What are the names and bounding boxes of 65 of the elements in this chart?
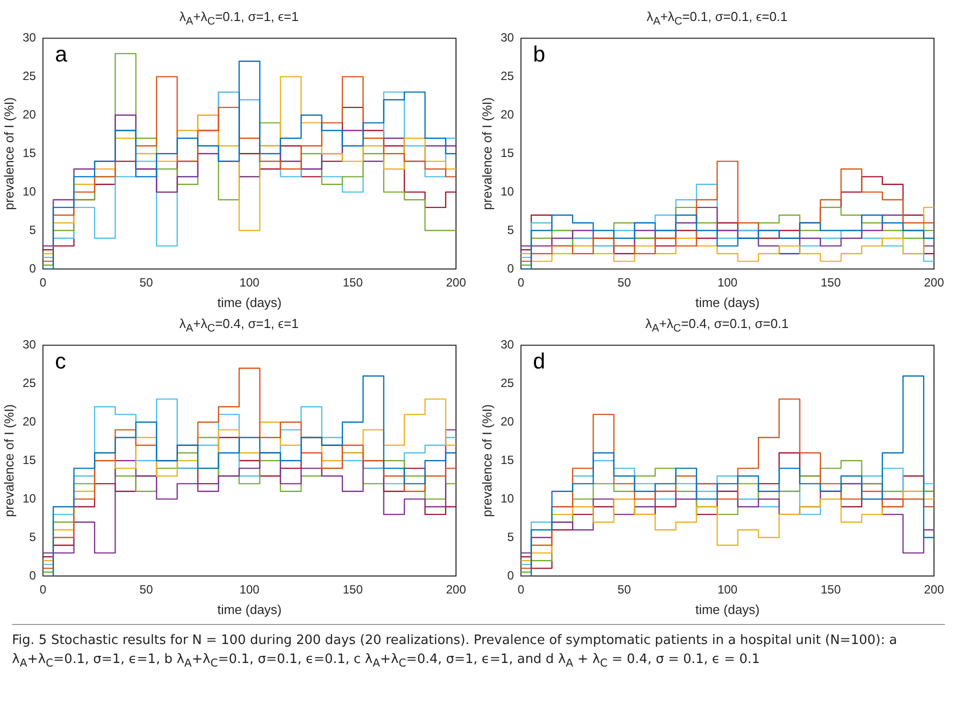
- y-axis-title: prevalence of I (%I): [479, 97, 494, 210]
- y-tick-label: 5: [29, 530, 36, 544]
- x-tick-label: 0: [40, 582, 47, 597]
- x-tick-label: 50: [140, 276, 154, 290]
- y-tick-label: 0: [29, 568, 36, 582]
- x-tick-label: 200: [446, 276, 466, 290]
- x-tick-label: 150: [342, 582, 364, 597]
- y-tick-label: 0: [507, 261, 514, 276]
- x-tick-label: 0: [518, 276, 525, 290]
- y-tick-label: 5: [29, 222, 36, 237]
- annotation: c: [54, 348, 66, 374]
- text: Fig. 5 Stochastic results for N = 100 during 200 days (20 realizations). Prevalence of symptomatic patients in a hospital unit (N=100): a λ$_{A}$+λ$_{C}$=0.1, σ=1, ϵ=1, b λ$_{A}$+λ$_{C}$=0.1, σ=0.1, ϵ=0.1, c λ$_{A}$+λ$_{C}$=0.4, σ=1, ϵ=1, and d λ$_{A}$ + λ$_{C}$ = 0.4, σ = 0.1, ϵ = 0.1: [12, 633, 898, 670]
- x-tick-label: 100: [239, 276, 260, 290]
- x-tick-label: 50: [618, 582, 632, 597]
- chart-title: λ$_{A}$+λ$_{C}$=0.1, σ=0.1, ϵ=0.1: [646, 8, 788, 28]
- y-tick-label: 15: [22, 146, 36, 160]
- y-axis-title: prevalence of I (%I): [479, 404, 494, 517]
- annotation: b: [532, 41, 546, 66]
- y-tick-label: 25: [500, 68, 514, 83]
- x-tick-label: 100: [239, 582, 260, 597]
- y-tick-label: 10: [500, 184, 514, 198]
- chart-title: λ$_{A}$+λ$_{C}$=0.4, σ=0.1, σ=0.1: [644, 315, 790, 335]
- annotation: d: [532, 348, 546, 374]
- x-axis-title: time (days): [695, 294, 760, 310]
- y-tick-label: 20: [22, 414, 36, 428]
- x-tick-label: 100: [717, 582, 738, 597]
- x-tick-label: 150: [820, 276, 842, 290]
- y-tick-label: 0: [29, 261, 36, 276]
- y-tick-label: 20: [500, 107, 514, 122]
- x-axis-title: time (days): [695, 602, 760, 617]
- y-tick-label: 25: [22, 376, 36, 390]
- annotation: a: [54, 41, 68, 66]
- x-tick-label: 150: [820, 582, 842, 597]
- x-tick-label: 0: [518, 582, 525, 597]
- y-tick-label: 25: [500, 376, 514, 390]
- y-tick-label: 15: [22, 452, 36, 467]
- y-tick-label: 30: [22, 30, 36, 45]
- y-tick-label: 15: [500, 452, 514, 467]
- y-tick-label: 20: [22, 107, 36, 122]
- y-tick-label: 10: [22, 184, 36, 198]
- x-tick-label: 200: [924, 582, 944, 597]
- y-tick-label: 0: [507, 568, 514, 582]
- chart-title: λ$_{A}$+λ$_{C}$=0.1, σ=1, ϵ=1: [178, 8, 300, 28]
- y-tick-label: 5: [507, 530, 514, 544]
- x-axis-title: time (days): [217, 602, 282, 617]
- y-axis-title: prevalence of I (%I): [1, 97, 16, 210]
- x-tick-label: 150: [342, 276, 364, 290]
- y-tick-label: 25: [22, 68, 36, 83]
- x-tick-label: 50: [618, 276, 632, 290]
- y-tick-label: 30: [500, 338, 514, 352]
- x-tick-label: 200: [446, 582, 466, 597]
- y-tick-label: 30: [500, 30, 514, 45]
- x-tick-label: 100: [717, 276, 738, 290]
- y-tick-label: 15: [500, 146, 514, 160]
- y-tick-label: 10: [500, 491, 514, 506]
- x-tick-label: 0: [40, 276, 47, 290]
- chart-title: λ$_{A}$+λ$_{C}$=0.4, σ=1, ϵ=1: [178, 315, 300, 335]
- x-tick-label: 50: [140, 582, 154, 597]
- y-tick-label: 20: [500, 414, 514, 428]
- x-axis-title: time (days): [217, 294, 282, 310]
- y-tick-label: 30: [22, 338, 36, 352]
- y-axis-title: prevalence of I (%I): [1, 404, 16, 517]
- y-tick-label: 5: [507, 222, 514, 237]
- x-tick-label: 200: [924, 276, 944, 290]
- y-tick-label: 10: [22, 491, 36, 506]
